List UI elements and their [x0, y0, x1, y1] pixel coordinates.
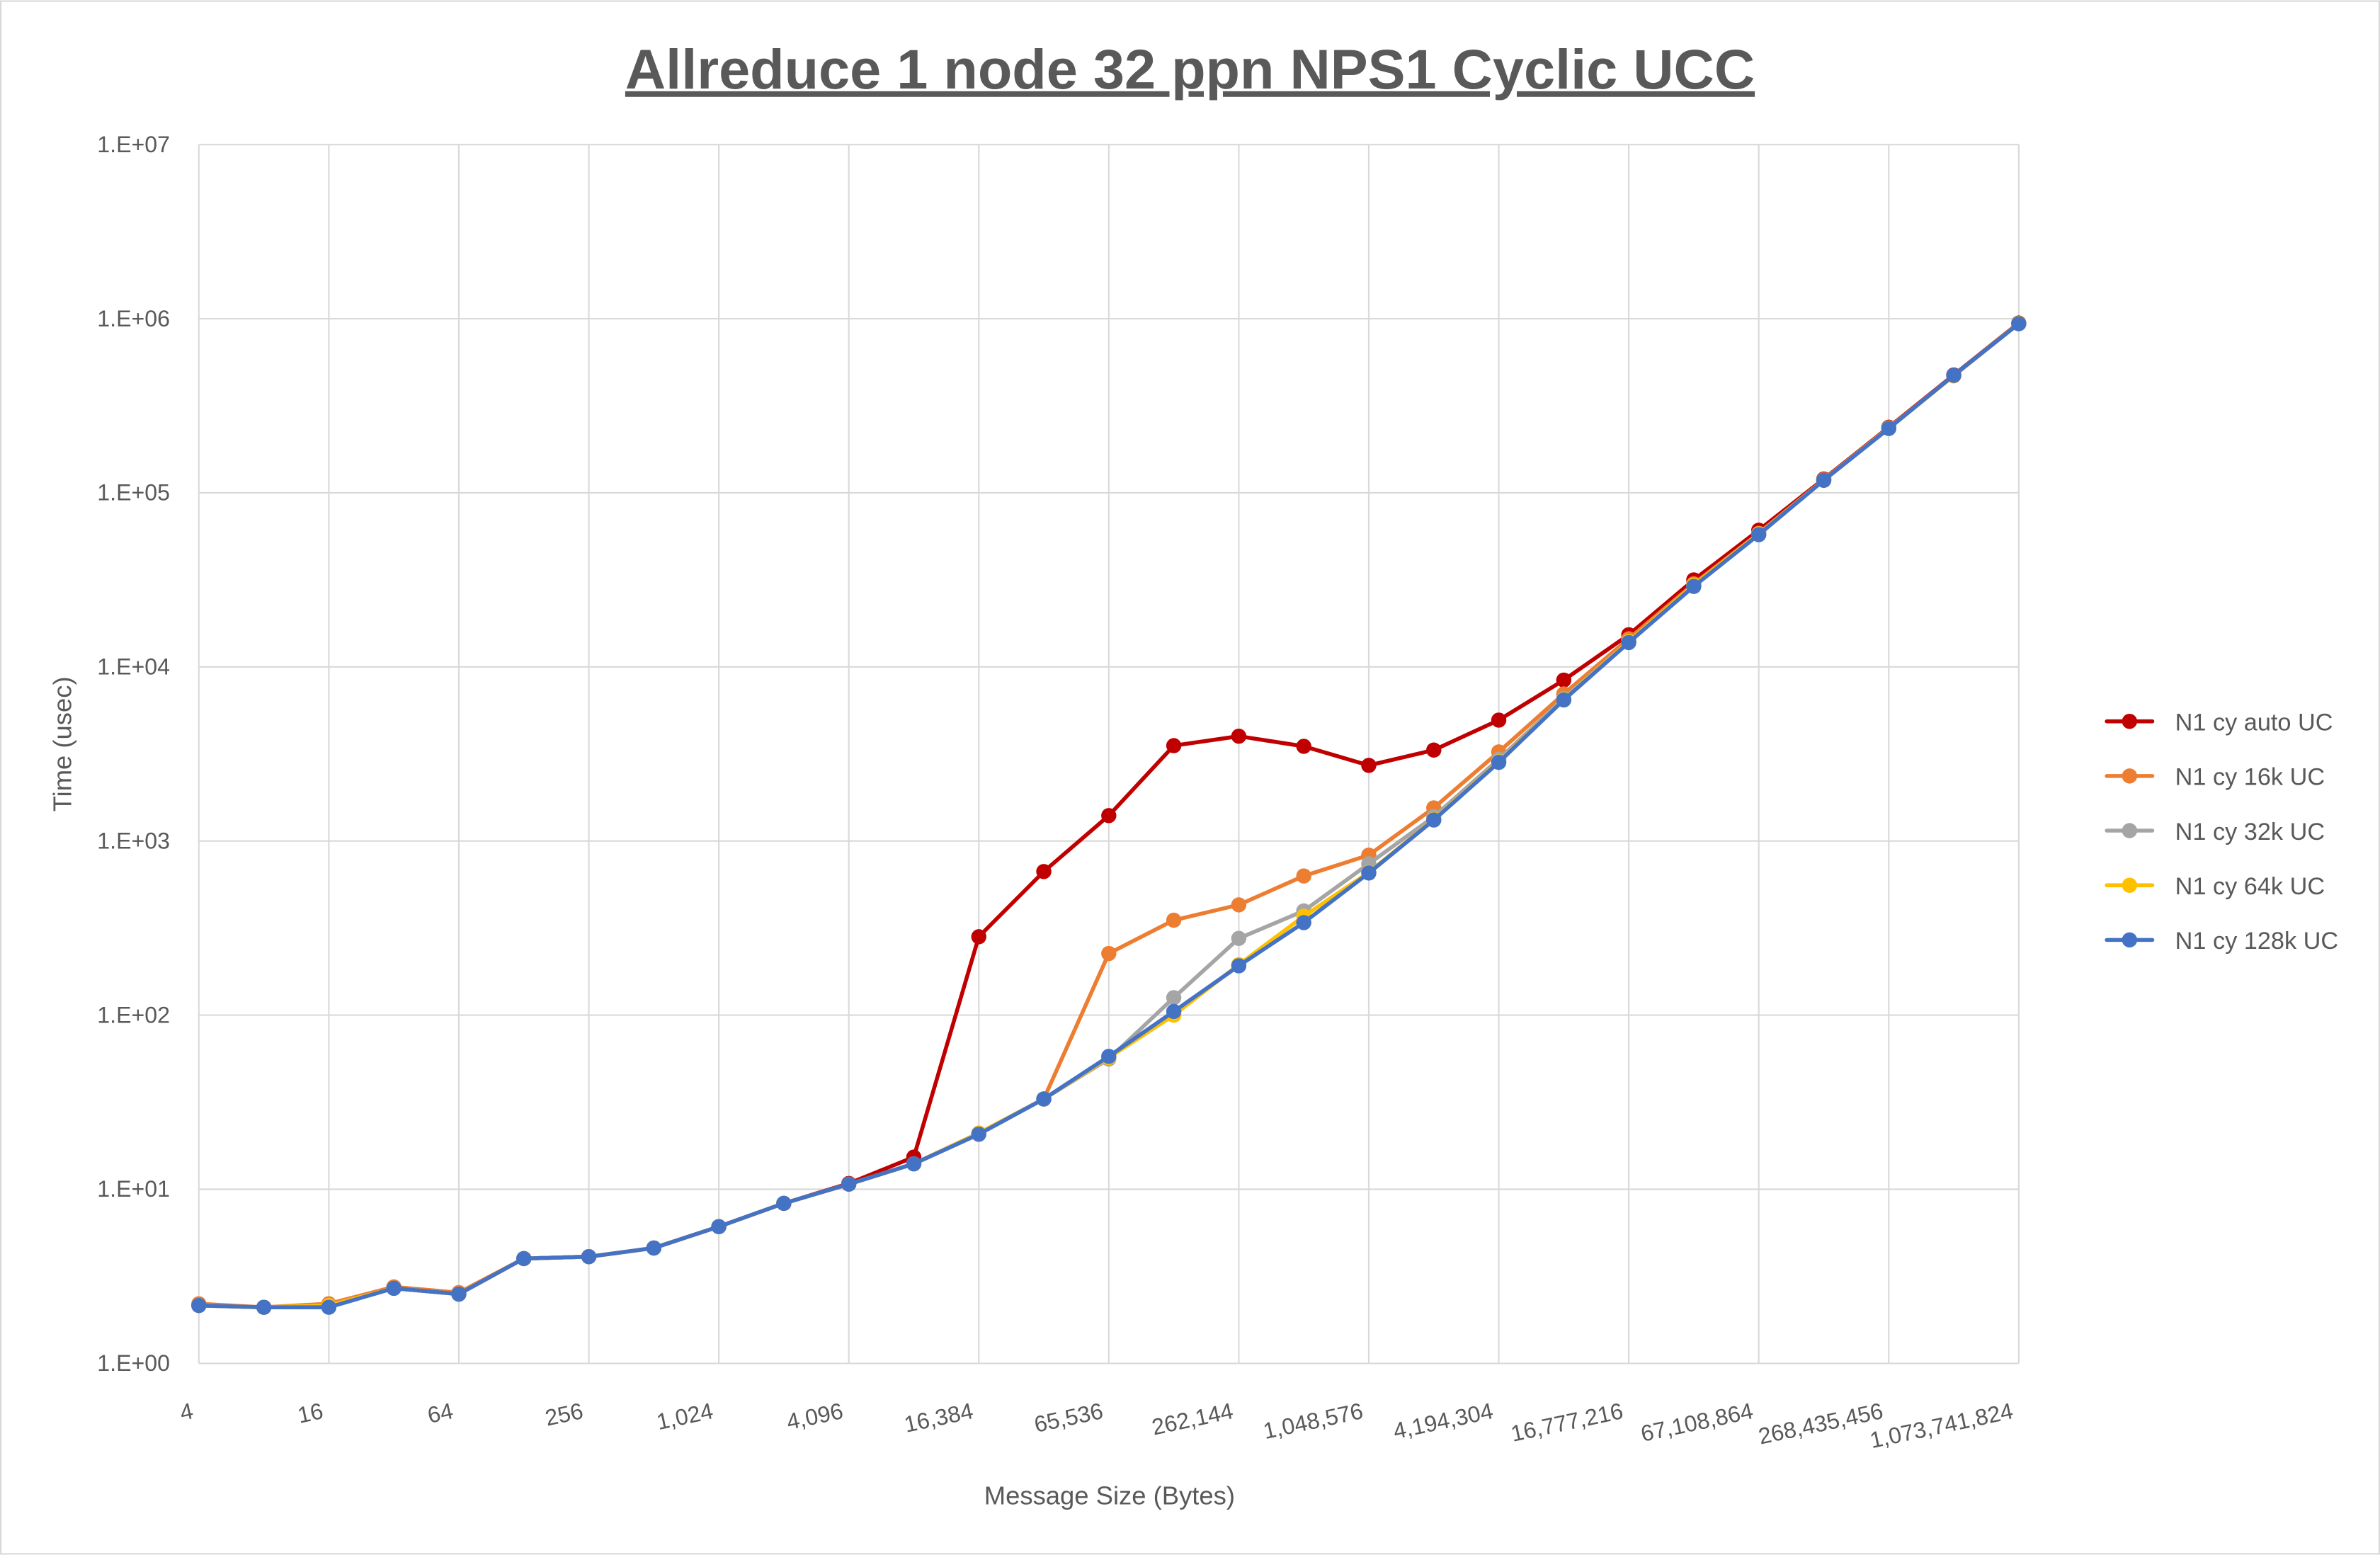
x-tick-label: 64 [426, 1398, 455, 1428]
data-point [516, 1251, 532, 1267]
legend-label: N1 cy auto UC [2175, 710, 2333, 736]
data-point [1361, 758, 1377, 773]
legend-item: N1 cy 32k UC [2105, 819, 2325, 845]
data-point [256, 1299, 272, 1315]
data-point [1296, 868, 1311, 884]
data-point [1166, 990, 1182, 1006]
data-point [1556, 672, 1572, 688]
data-point [1166, 912, 1182, 928]
data-point [1621, 634, 1636, 651]
data-point [1296, 915, 1311, 930]
legend-item: N1 cy 16k UC [2105, 764, 2325, 791]
data-point [1101, 1049, 1117, 1064]
legend-label: N1 cy 128k UC [2175, 928, 2339, 955]
data-point [581, 1248, 597, 1265]
gridlines [198, 144, 2020, 1365]
data-point [451, 1286, 467, 1302]
data-point [776, 1195, 792, 1212]
data-point [841, 1176, 857, 1192]
series-4 [191, 316, 2027, 1315]
data-point [1231, 728, 1247, 744]
legend-marker [2122, 877, 2138, 893]
data-point [971, 929, 986, 945]
y-tick-label: 1.E+02 [97, 1002, 170, 1027]
y-tick-label: 1.E+01 [97, 1176, 170, 1202]
legend-label: N1 cy 16k UC [2175, 764, 2325, 791]
data-point [321, 1299, 337, 1315]
data-point [646, 1240, 662, 1256]
y-axis-title: Time (usec) [48, 676, 77, 811]
y-tick-label: 1.E+07 [97, 132, 170, 157]
data-point [1231, 930, 1247, 946]
x-tick-label: 16 [295, 1398, 325, 1428]
y-tick-label: 1.E+06 [97, 306, 170, 331]
data-point [2011, 316, 2027, 331]
legend-marker [2122, 823, 2138, 838]
data-point [1101, 808, 1117, 824]
data-point [1750, 527, 1767, 542]
data-point [1491, 712, 1507, 728]
legend-item: N1 cy 128k UC [2105, 928, 2339, 955]
data-point [1426, 812, 1442, 828]
y-tick-label: 1.E+04 [97, 654, 170, 680]
y-tick-label: 1.E+03 [97, 828, 170, 853]
data-point [1686, 579, 1702, 594]
y-tick-label: 1.E+05 [97, 480, 170, 506]
data-point [1231, 958, 1247, 974]
data-point [1166, 738, 1182, 753]
x-axis-title: Message Size (Bytes) [984, 1481, 1235, 1510]
data-point [1361, 865, 1377, 881]
data-point [1426, 742, 1442, 758]
data-point [1036, 1091, 1052, 1107]
y-tick-label: 1.E+00 [97, 1350, 170, 1376]
data-point [1231, 897, 1247, 913]
data-point [1946, 368, 1961, 383]
data-point [711, 1219, 727, 1235]
legend-marker [2122, 713, 2138, 729]
data-point [1556, 692, 1572, 708]
data-point [1491, 754, 1507, 770]
y-axis-ticks: 1.E+00 1.E+01 1.E+02 1.E+03 1.E+04 1.E+05 1.E+… [97, 132, 170, 1376]
data-point [386, 1280, 402, 1297]
legend-label: N1 cy 64k UC [2175, 873, 2325, 900]
legend-item: N1 cy auto UC [2105, 710, 2333, 736]
chart-title: Allreduce 1 node 32 ppn NPS1 Cyclic UCC [625, 38, 1755, 101]
legend-item: N1 cy 64k UC [2105, 873, 2325, 900]
legend-marker [2122, 768, 2138, 784]
data-point [1296, 739, 1311, 754]
data-point [1816, 472, 1832, 488]
legend-marker [2122, 932, 2138, 948]
data-point [1101, 945, 1117, 962]
data-point [1166, 1003, 1182, 1020]
legend-label: N1 cy 32k UC [2175, 819, 2325, 845]
data-point [1036, 864, 1052, 879]
data-point [906, 1156, 922, 1172]
data-point [191, 1297, 207, 1314]
data-point [971, 1127, 986, 1142]
legend: N1 cy auto UC N1 cy 16k UC N1 cy 32k UC N1 … [2105, 710, 2339, 955]
plot-series [191, 315, 2027, 1315]
data-point [1881, 421, 1896, 436]
